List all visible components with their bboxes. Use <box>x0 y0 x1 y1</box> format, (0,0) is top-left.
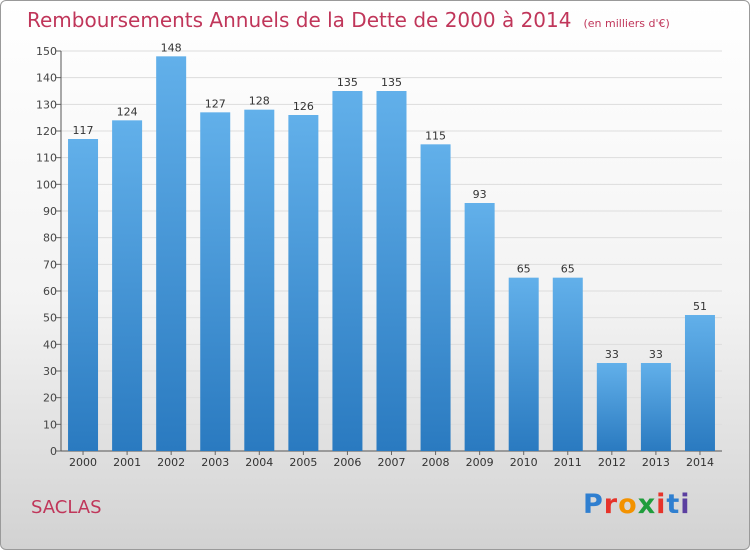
data-label: 148 <box>161 41 182 54</box>
bar-2012 <box>596 363 627 451</box>
y-tick-label: 150 <box>36 45 57 58</box>
bar-2004 <box>244 109 275 452</box>
y-tick-label: 140 <box>36 72 57 85</box>
x-tick-label: 2011 <box>554 456 582 469</box>
bar-2005 <box>288 115 319 451</box>
bar-2003 <box>200 112 231 451</box>
x-tick-label: 2006 <box>333 456 361 469</box>
data-label: 33 <box>605 348 619 361</box>
y-tick-label: 130 <box>36 98 57 111</box>
x-tick-label: 2012 <box>598 456 626 469</box>
x-tick-label: 2005 <box>289 456 317 469</box>
x-tick-label: 2002 <box>157 456 185 469</box>
bar-2010 <box>508 277 539 451</box>
logo-letter: x <box>637 489 657 520</box>
chart-subtitle: (en milliers d'€) <box>583 17 670 30</box>
bar-2014 <box>684 315 715 451</box>
y-tick-label: 20 <box>43 392 57 405</box>
y-tick-label: 80 <box>43 232 57 245</box>
x-tick-label: 2000 <box>69 456 97 469</box>
data-label: 65 <box>517 263 531 276</box>
bar-2001 <box>112 120 143 451</box>
y-tick-label: 60 <box>43 285 57 298</box>
y-tick-label: 110 <box>36 152 57 165</box>
y-tick-label: 100 <box>36 178 57 191</box>
bar-2009 <box>464 203 495 451</box>
y-tick-label: 50 <box>43 312 57 325</box>
logo-letter: r <box>603 489 619 520</box>
x-tick-label: 2010 <box>510 456 538 469</box>
data-label: 115 <box>425 129 446 142</box>
data-label: 51 <box>693 300 707 313</box>
bar-2008 <box>420 144 451 452</box>
bar-2000 <box>68 139 99 451</box>
y-tick-label: 0 <box>50 445 57 458</box>
y-tick-label: 70 <box>43 258 57 271</box>
bar-2013 <box>640 363 671 451</box>
logo-letter: o <box>618 489 638 520</box>
bar-2002 <box>156 56 187 451</box>
x-tick-label: 2001 <box>113 456 141 469</box>
bar-2007 <box>376 91 407 451</box>
data-label: 93 <box>473 188 487 201</box>
x-tick-label: 2007 <box>378 456 406 469</box>
y-tick-label: 120 <box>36 125 57 138</box>
data-label: 128 <box>249 95 270 108</box>
data-label: 124 <box>117 105 138 118</box>
data-label: 135 <box>337 76 358 89</box>
x-tick-label: 2014 <box>686 456 714 469</box>
y-tick-label: 10 <box>43 418 57 431</box>
data-label: 65 <box>561 263 575 276</box>
data-label: 135 <box>381 76 402 89</box>
x-tick-label: 2004 <box>245 456 273 469</box>
y-tick-label: 30 <box>43 365 57 378</box>
bar-2006 <box>332 91 363 451</box>
y-tick-label: 40 <box>43 338 57 351</box>
data-label: 127 <box>205 97 226 110</box>
y-tick-label: 90 <box>43 205 57 218</box>
x-tick-label: 2008 <box>422 456 450 469</box>
x-tick-label: 2003 <box>201 456 229 469</box>
proxiti-logo[interactable]: Proxiti <box>583 489 691 520</box>
logo-letter: t <box>666 489 681 520</box>
data-label: 117 <box>73 124 94 137</box>
bar-2011 <box>552 277 583 451</box>
logo-letter: i <box>656 489 667 520</box>
location-name: SACLAS <box>31 497 102 518</box>
x-tick-label: 2013 <box>642 456 670 469</box>
data-label: 33 <box>649 348 663 361</box>
data-label: 126 <box>293 100 314 113</box>
logo-letter: i <box>680 489 691 520</box>
chart-title: Remboursements Annuels de la Dette de 20… <box>27 8 670 32</box>
logo-letter: P <box>583 489 604 520</box>
x-tick-label: 2009 <box>466 456 494 469</box>
